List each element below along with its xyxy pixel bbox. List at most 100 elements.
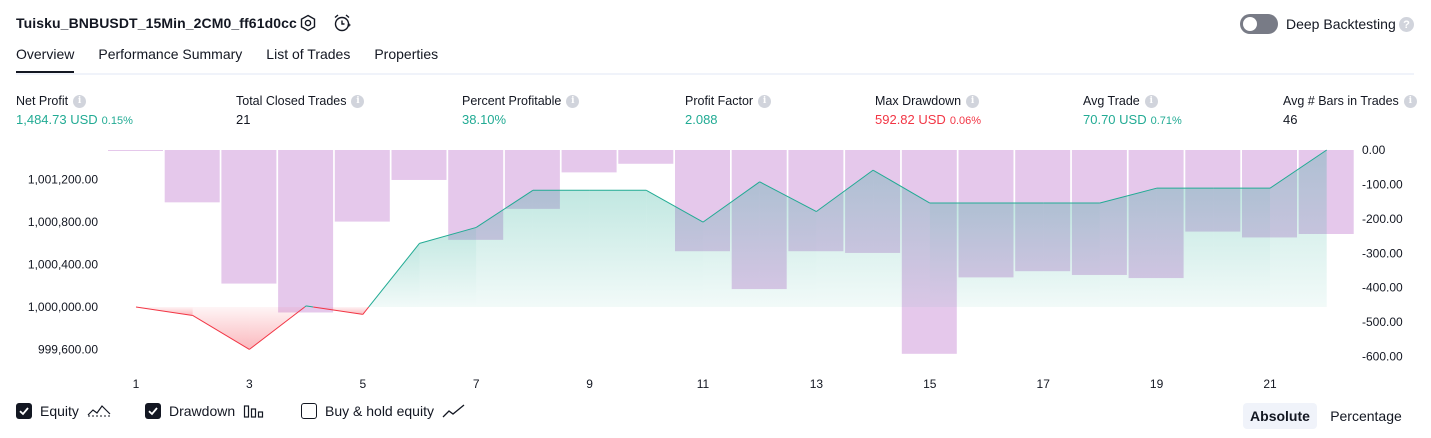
x-axis-tick-label: 11 [697, 377, 710, 391]
drawdown-bar [561, 150, 617, 173]
legend-label: Buy & hold equity [325, 403, 434, 419]
metric-value: 70.70 USD [1083, 112, 1147, 127]
drawdown-bar [221, 150, 277, 284]
metric-max-drawdown: Max Drawdown i 592.82 USD 0.06% [875, 94, 981, 127]
equity-area [192, 306, 250, 350]
drawdown-bar [618, 150, 674, 164]
right-axis-tick-label: -100.00 [1362, 177, 1403, 191]
legend-buy-hold-equity[interactable]: Buy & hold equity [301, 403, 466, 419]
x-axis-tick-label: 17 [1037, 377, 1051, 391]
x-axis-tick-label: 3 [246, 377, 253, 391]
legend-drawdown[interactable]: Drawdown [145, 403, 265, 419]
equity-area [419, 227, 477, 307]
help-question-icon[interactable]: ? [1399, 17, 1414, 32]
metric-label: Net Profit [16, 94, 69, 108]
equity-area [476, 190, 533, 307]
toggle-knob [1243, 17, 1257, 31]
absolute-scale-button[interactable]: Absolute [1243, 403, 1317, 429]
equity-line-segment [306, 305, 314, 308]
equity-area [816, 170, 874, 307]
metric-percent: 0.15% [101, 115, 133, 127]
equity-line-segment [249, 306, 306, 350]
info-icon[interactable]: i [966, 94, 980, 108]
add-alert-clock-icon[interactable] [332, 13, 352, 33]
drawdown-bar [334, 150, 390, 222]
left-axis-tick-label: 999,600.00 [38, 342, 98, 356]
info-icon[interactable]: i [73, 94, 87, 108]
tab-properties[interactable]: Properties [374, 46, 439, 62]
metric-avg-bars-in-trades: Avg # Bars in Trades i 46 [1283, 94, 1417, 127]
equity-line-segment [362, 306, 370, 315]
right-axis-tick-label: -400.00 [1362, 281, 1403, 295]
metric-value: 2.088 [685, 112, 718, 127]
legend-equity[interactable]: Equity [16, 403, 111, 419]
info-icon[interactable]: i [1403, 94, 1417, 108]
deep-backtesting-label: Deep Backtesting [1286, 16, 1396, 32]
x-axis-tick-label: 15 [923, 377, 937, 391]
info-icon[interactable]: i [566, 94, 580, 108]
equity-area [873, 170, 930, 307]
equity-area [532, 190, 590, 307]
x-axis-tick-label: 21 [1263, 377, 1277, 391]
strategy-title: Tuisku_BNBUSDT_15Min_2CM0_ff61d0cc [16, 15, 297, 31]
metric-avg-trade: Avg Trade i 70.70 USD 0.71% [1083, 94, 1182, 127]
buy-hold-checkbox[interactable] [301, 403, 317, 419]
equity-line-segment [646, 189, 704, 223]
right-axis-tick-label: -300.00 [1362, 246, 1403, 260]
metric-value: 1,484.73 USD [16, 112, 98, 127]
legend-label: Drawdown [169, 403, 236, 419]
buy-hold-line-icon [442, 404, 465, 418]
equity-area [589, 190, 647, 307]
equity-area [1043, 203, 1100, 307]
left-axis-tick-label: 1,001,200.00 [28, 173, 98, 187]
x-axis-tick-label: 5 [359, 377, 366, 391]
equity-drawdown-chart[interactable]: 999,600.00 1,000,000.00 1,000,400.00 1,000,… [0, 140, 1431, 398]
x-axis-tick-label: 13 [810, 377, 824, 391]
equity-line-segment [135, 306, 193, 316]
equity-checkbox[interactable] [16, 403, 32, 419]
left-axis-tick-label: 1,000,800.00 [28, 215, 98, 229]
deep-backtesting-toggle[interactable] [1240, 14, 1278, 34]
equity-line-segment [304, 305, 307, 308]
info-icon[interactable]: i [1144, 94, 1158, 108]
tab-overview[interactable]: Overview [16, 46, 75, 74]
metric-percent: 0.71% [1150, 115, 1182, 127]
metric-value: 46 [1283, 112, 1298, 127]
metric-total-closed-trades: Total Closed Trades i 21 [236, 94, 365, 127]
equity-area [1213, 188, 1270, 307]
equity-line-segment [368, 243, 420, 308]
equity-area [986, 203, 1044, 307]
equity-area [1156, 188, 1214, 307]
drawdown-checkbox[interactable] [145, 403, 161, 419]
equity-area [1099, 188, 1157, 307]
metric-value: 38.10% [462, 112, 507, 127]
metric-net-profit: Net Profit i 1,484.73 USD 0.15% [16, 94, 133, 127]
drawdown-bar [108, 150, 163, 151]
metric-label: Max Drawdown [875, 94, 962, 108]
equity-line-segment [759, 181, 817, 212]
equity-line-segment [313, 306, 363, 315]
equity-area [759, 181, 817, 307]
x-axis-tick-label: 7 [473, 377, 480, 391]
info-icon[interactable]: i [758, 94, 772, 108]
tab-list-of-trades[interactable]: List of Trades [266, 46, 351, 62]
drawdown-bar [391, 150, 447, 180]
equity-area [646, 190, 703, 307]
equity-line-segment [1269, 149, 1327, 189]
metric-label: Avg # Bars in Trades [1283, 94, 1399, 108]
legend-label: Equity [40, 403, 79, 419]
left-axis-tick-label: 1,000,000.00 [28, 300, 98, 314]
equity-area [703, 181, 760, 307]
left-axis-tick-label: 1,000,400.00 [28, 258, 98, 272]
equity-line-segment [872, 169, 931, 204]
drawdown-bar [278, 150, 334, 313]
tab-performance-summary[interactable]: Performance Summary [98, 46, 243, 62]
equity-line-segment [475, 189, 534, 228]
percentage-scale-button[interactable]: Percentage [1330, 408, 1402, 424]
settings-gear-icon[interactable] [298, 13, 318, 33]
metric-value: 592.82 USD [875, 112, 946, 127]
x-axis-tick-label: 9 [586, 377, 593, 391]
info-icon[interactable]: i [351, 94, 365, 108]
metric-label: Percent Profitable [462, 94, 562, 108]
right-axis-tick-label: -500.00 [1362, 315, 1403, 329]
